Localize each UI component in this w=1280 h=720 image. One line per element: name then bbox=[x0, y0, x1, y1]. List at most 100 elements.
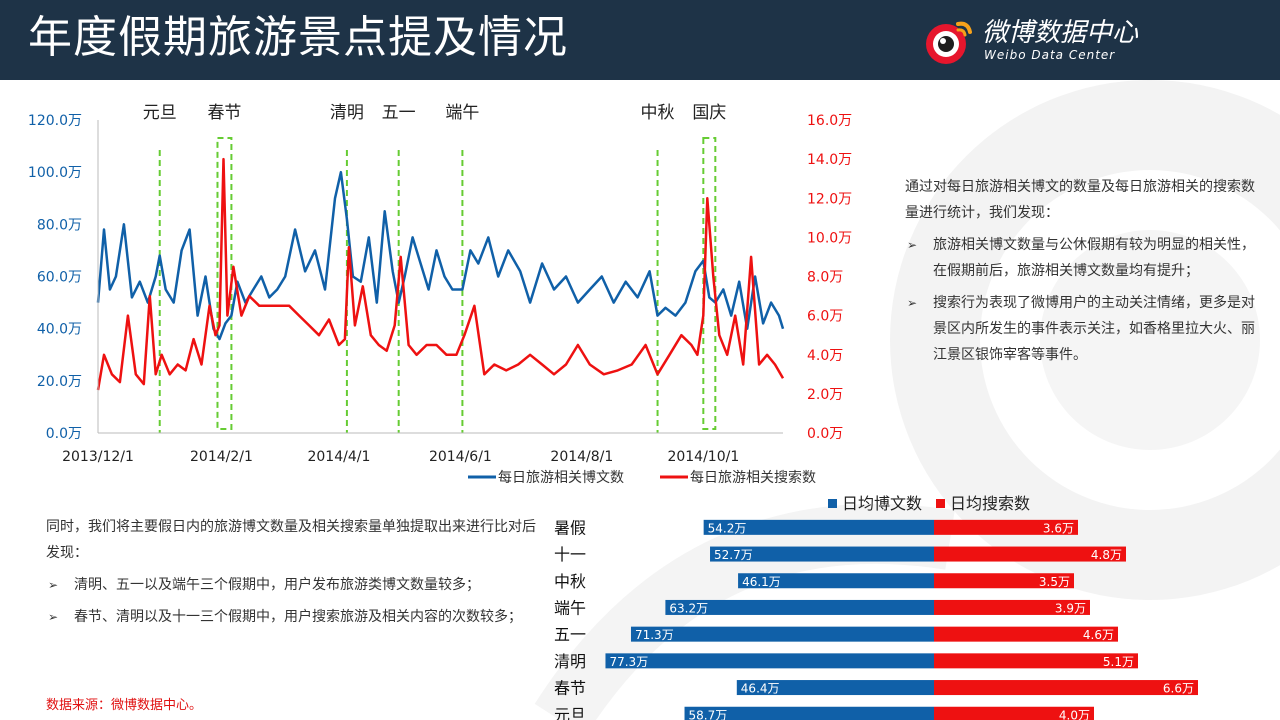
y-right-tick-label: 6.0万 bbox=[807, 309, 843, 325]
y-right-tick-label: 8.0万 bbox=[807, 270, 843, 286]
legend-label: 每日旅游相关搜索数 bbox=[690, 469, 816, 486]
y-left-tick-label: 100.0万 bbox=[28, 165, 82, 181]
arrow-bullet-icon: ➢ bbox=[907, 296, 918, 310]
right-note-intro: 通过对每日旅游相关博文的数量及每日旅游相关的搜索数量进行统计，我们发现： bbox=[905, 179, 1255, 221]
logo-text-en: Weibo Data Center bbox=[984, 48, 1116, 62]
holiday-label: 清明 bbox=[330, 103, 364, 123]
bar-value-label: 4.6万 bbox=[1083, 628, 1114, 642]
right-note-bullet: ➢ 旅游相关博文数量与公休假期有较为明显的相关性，在假期前后，旅游相关博文数量均… bbox=[905, 232, 1265, 284]
y-left-tick-label: 60.0万 bbox=[37, 270, 82, 286]
logo-text-cn: 微博数据中心 bbox=[982, 18, 1139, 48]
bar-blog-count bbox=[665, 599, 934, 615]
bar-search-count bbox=[934, 599, 1090, 615]
right-note-bullet-text: 旅游相关博文数量与公休假期有较为明显的相关性，在假期前后，旅游相关博文数量均有提… bbox=[933, 237, 1255, 279]
x-tick-label: 2014/2/1 bbox=[190, 449, 253, 465]
category-label: 春节 bbox=[554, 679, 586, 698]
bar-value-label: 46.4万 bbox=[741, 682, 780, 696]
legend-label: 日均博文数 bbox=[842, 494, 922, 513]
x-tick-label: 2014/10/1 bbox=[667, 449, 739, 465]
background-decoration bbox=[534, 80, 1280, 720]
weibo-logo: 微博数据中心 Weibo Data Center bbox=[920, 14, 1260, 70]
left-note-intro: 同时，我们将主要假日内的旅游博文数量及相关搜索量单独提取出来进行比对后发现： bbox=[46, 519, 536, 561]
bar-search-count bbox=[934, 626, 1118, 642]
y-right-tick-label: 2.0万 bbox=[807, 387, 843, 403]
holiday-label: 端午 bbox=[445, 103, 479, 123]
holiday-label: 元旦 bbox=[143, 103, 177, 123]
x-tick-label: 2014/4/1 bbox=[307, 449, 370, 465]
category-label: 清明 bbox=[554, 652, 586, 671]
bar-value-label: 3.6万 bbox=[1043, 521, 1074, 535]
left-note-bullet: ➢ 清明、五一以及端午三个假期中，用户发布旅游类博文数量较多； bbox=[46, 572, 546, 598]
right-note-bullet: ➢ 搜索行为表现了微博用户的主动关注情绪，更多是对景区内所发生的事件表示关注，如… bbox=[905, 290, 1265, 368]
left-note-bullet-text: 春节、清明以及十一三个假期中，用户搜索旅游及相关内容的次数较多； bbox=[74, 609, 522, 625]
bar-blog-count bbox=[630, 626, 934, 642]
holiday-label: 国庆 bbox=[692, 103, 726, 123]
left-note-bullet-text: 清明、五一以及端午三个假期中，用户发布旅游类博文数量较多； bbox=[74, 577, 480, 593]
category-label: 元旦 bbox=[554, 705, 586, 720]
bar-value-label: 3.9万 bbox=[1055, 601, 1086, 615]
y-right-tick-label: 14.0万 bbox=[807, 152, 852, 168]
category-label: 端午 bbox=[554, 598, 586, 617]
bar-value-label: 5.1万 bbox=[1103, 655, 1134, 669]
legend-label: 日均搜索数 bbox=[950, 494, 1030, 513]
bar-blog-count bbox=[703, 519, 934, 535]
y-left-tick-label: 40.0万 bbox=[37, 322, 82, 338]
category-label: 十一 bbox=[554, 545, 586, 564]
bar-blog-count bbox=[738, 573, 934, 589]
bar-value-label: 77.3万 bbox=[609, 655, 648, 669]
y-left-tick-label: 80.0万 bbox=[37, 217, 82, 233]
header-bar: 年度假期旅游景点提及情况 微博数据中心 Weibo Data Center bbox=[0, 0, 1280, 80]
weibo-eye-icon bbox=[926, 21, 972, 64]
holiday-box-marker bbox=[216, 137, 233, 430]
bar-search-count bbox=[934, 653, 1138, 669]
x-tick-label: 2013/12/1 bbox=[62, 449, 134, 465]
bar-value-label: 6.6万 bbox=[1163, 682, 1194, 696]
bar-value-label: 63.2万 bbox=[669, 601, 708, 615]
y-right-tick-label: 16.0万 bbox=[807, 113, 852, 129]
series-line-search-count bbox=[96, 157, 785, 391]
left-note-bullet: ➢ 春节、清明以及十一三个假期中，用户搜索旅游及相关内容的次数较多； bbox=[46, 604, 546, 630]
holiday-label: 春节 bbox=[207, 103, 241, 123]
page-title: 年度假期旅游景点提及情况 bbox=[28, 12, 568, 63]
bar-value-label: 3.5万 bbox=[1039, 575, 1070, 589]
bar-search-count bbox=[934, 519, 1078, 535]
bar-blog-count bbox=[684, 706, 934, 720]
bar-value-label: 4.0万 bbox=[1059, 708, 1090, 720]
y-right-tick-label: 12.0万 bbox=[807, 191, 852, 207]
bar-value-label: 54.2万 bbox=[708, 521, 747, 535]
arrow-bullet-icon: ➢ bbox=[48, 610, 59, 624]
right-summary-note: 通过对每日旅游相关博文的数量及每日旅游相关的搜索数量进行统计，我们发现： ➢ 旅… bbox=[905, 174, 1265, 368]
x-tick-label: 2014/8/1 bbox=[550, 449, 613, 465]
bar-value-label: 71.3万 bbox=[635, 628, 674, 642]
bar-value-label: 4.8万 bbox=[1091, 548, 1122, 562]
chart-background bbox=[20, 90, 858, 492]
bar-blog-count bbox=[736, 680, 934, 696]
data-source-note: 数据来源：微博数据中心。 bbox=[46, 698, 203, 713]
arrow-bullet-icon: ➢ bbox=[907, 238, 918, 252]
arrow-bullet-icon: ➢ bbox=[48, 578, 59, 592]
bar-value-label: 46.1万 bbox=[742, 575, 781, 589]
series-line-blog-count bbox=[96, 170, 785, 341]
category-label: 暑假 bbox=[554, 518, 586, 537]
bar-value-label: 58.7万 bbox=[689, 708, 728, 720]
left-summary-note: 同时，我们将主要假日内的旅游博文数量及相关搜索量单独提取出来进行比对后发现： ➢… bbox=[46, 514, 546, 630]
legend-label: 每日旅游相关博文数 bbox=[498, 469, 624, 486]
daily-travel-line-chart: 元旦 春节 清明 五一 端午 中秋 国庆 0.0万 20.0万 40.0万 60.0万 80.0万 1… bbox=[20, 90, 858, 492]
holiday-label: 五一 bbox=[382, 103, 416, 123]
bar-search-count bbox=[934, 680, 1198, 696]
y-left-tick-label: 0.0万 bbox=[46, 426, 82, 442]
holiday-label: 中秋 bbox=[641, 103, 675, 123]
y-left-tick-label: 120.0万 bbox=[28, 113, 82, 129]
bar-blog-count bbox=[605, 653, 934, 669]
y-right-tick-label: 4.0万 bbox=[807, 348, 843, 364]
category-label: 五一 bbox=[554, 625, 586, 644]
y-right-tick-label: 0.0万 bbox=[807, 426, 843, 442]
bar-search-count bbox=[934, 546, 1126, 562]
bar-blog-count bbox=[710, 546, 934, 562]
legend-swatch bbox=[936, 499, 945, 508]
y-right-tick-label: 10.0万 bbox=[807, 230, 852, 246]
y-left-tick-label: 20.0万 bbox=[37, 374, 82, 390]
legend-swatch bbox=[828, 499, 837, 508]
bar-search-count bbox=[934, 706, 1094, 720]
right-note-bullet-text: 搜索行为表现了微博用户的主动关注情绪，更多是对景区内所发生的事件表示关注，如香格… bbox=[933, 295, 1255, 363]
